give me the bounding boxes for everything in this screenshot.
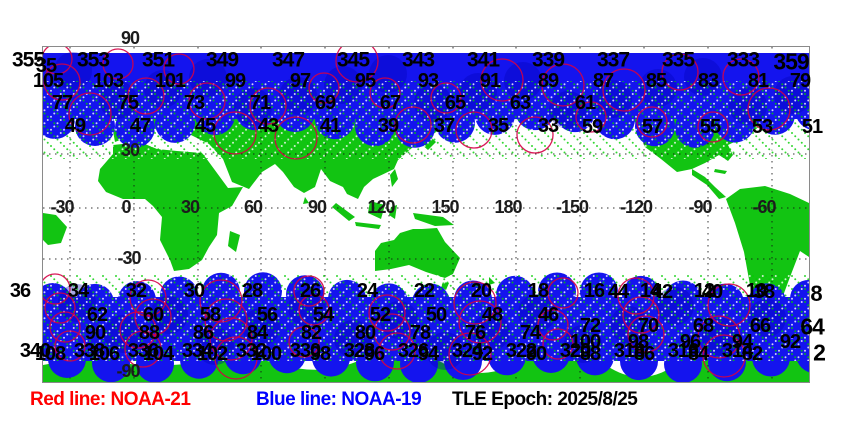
continent-south-america-east-tip xyxy=(43,213,67,245)
legend-blue-line: Blue line: NOAA-19 xyxy=(256,389,422,410)
red-track-circle xyxy=(707,283,751,327)
red-track-circle xyxy=(697,315,741,359)
red-track-circle xyxy=(516,116,554,154)
red-track-circle xyxy=(43,47,73,75)
red-track-circle xyxy=(119,311,157,349)
red-track-circle xyxy=(102,48,134,80)
orbit-number: 355 xyxy=(11,48,45,72)
red-track-circle xyxy=(188,82,226,120)
red-track-circle xyxy=(124,330,162,368)
red-track-circle xyxy=(661,53,699,91)
red-track-circle xyxy=(430,82,462,114)
red-track-circle xyxy=(455,111,493,149)
region-central-america xyxy=(692,169,726,199)
red-track-circle xyxy=(213,111,257,155)
orbit-number: 36 xyxy=(9,280,31,302)
red-track-circle xyxy=(129,279,167,317)
continent-australia xyxy=(375,228,460,278)
red-track-circle xyxy=(134,298,172,336)
latitude-label: 90 xyxy=(120,28,140,48)
red-track-circle xyxy=(54,330,86,362)
orbit-number-edge: 2 xyxy=(813,339,826,366)
red-track-circle xyxy=(627,315,665,353)
red-track-circle xyxy=(288,326,320,358)
island-new-guinea xyxy=(413,213,454,226)
red-track-circle xyxy=(298,294,330,326)
world-map xyxy=(43,47,809,382)
red-track-circle xyxy=(537,309,569,341)
red-track-circle xyxy=(602,68,646,112)
island-philippines xyxy=(390,169,398,187)
red-track-circle xyxy=(49,311,81,343)
red-track-circle xyxy=(293,275,325,307)
island-java xyxy=(355,222,381,229)
red-track-circle xyxy=(199,279,243,323)
red-track-circle xyxy=(369,77,401,109)
island-borneo xyxy=(368,201,385,219)
continent-madagascar xyxy=(228,231,240,252)
red-track-circle xyxy=(43,273,71,305)
red-track-circle xyxy=(575,101,607,133)
red-track-circle xyxy=(163,53,195,85)
red-track-circle xyxy=(722,58,760,96)
red-track-circle xyxy=(204,298,248,342)
red-track-circle xyxy=(394,106,432,144)
red-track-circle xyxy=(43,63,81,101)
satellite-track-bands xyxy=(43,47,809,382)
red-track-circle xyxy=(702,334,746,378)
red-track-circle xyxy=(453,281,497,325)
red-track-circle xyxy=(547,277,579,309)
red-track-circle xyxy=(214,336,258,380)
red-track-circle xyxy=(44,292,76,324)
island-sri-lanka xyxy=(303,197,309,204)
red-track-circle xyxy=(68,92,112,136)
red-track-circle xyxy=(622,296,660,334)
red-track-circle xyxy=(458,300,502,344)
red-track-circle xyxy=(368,294,406,332)
red-track-circle xyxy=(617,277,655,315)
red-track-circle xyxy=(378,332,416,370)
red-track-circle xyxy=(127,77,165,115)
legend-tle-epoch: TLE Epoch: 2025/8/25 xyxy=(452,389,638,410)
orbit-number-edge: 8 xyxy=(810,281,822,306)
red-track-circle xyxy=(335,47,379,83)
red-track-circle xyxy=(209,317,253,361)
red-track-circle xyxy=(274,116,318,160)
red-track-circle xyxy=(448,332,492,376)
red-track-circle xyxy=(249,87,287,125)
red-track-circle xyxy=(697,111,729,143)
red-track-circle xyxy=(373,313,411,351)
red-track-circle xyxy=(636,106,668,138)
red-track-circle xyxy=(542,328,574,360)
legend-red-line: Red line: NOAA-21 xyxy=(30,389,191,410)
island-cuba xyxy=(714,169,727,174)
red-track-circle xyxy=(747,87,791,131)
red-track-circle xyxy=(541,63,585,107)
red-track-circle xyxy=(480,58,524,102)
red-track-circle xyxy=(308,72,340,104)
world-map-frame xyxy=(42,46,810,383)
